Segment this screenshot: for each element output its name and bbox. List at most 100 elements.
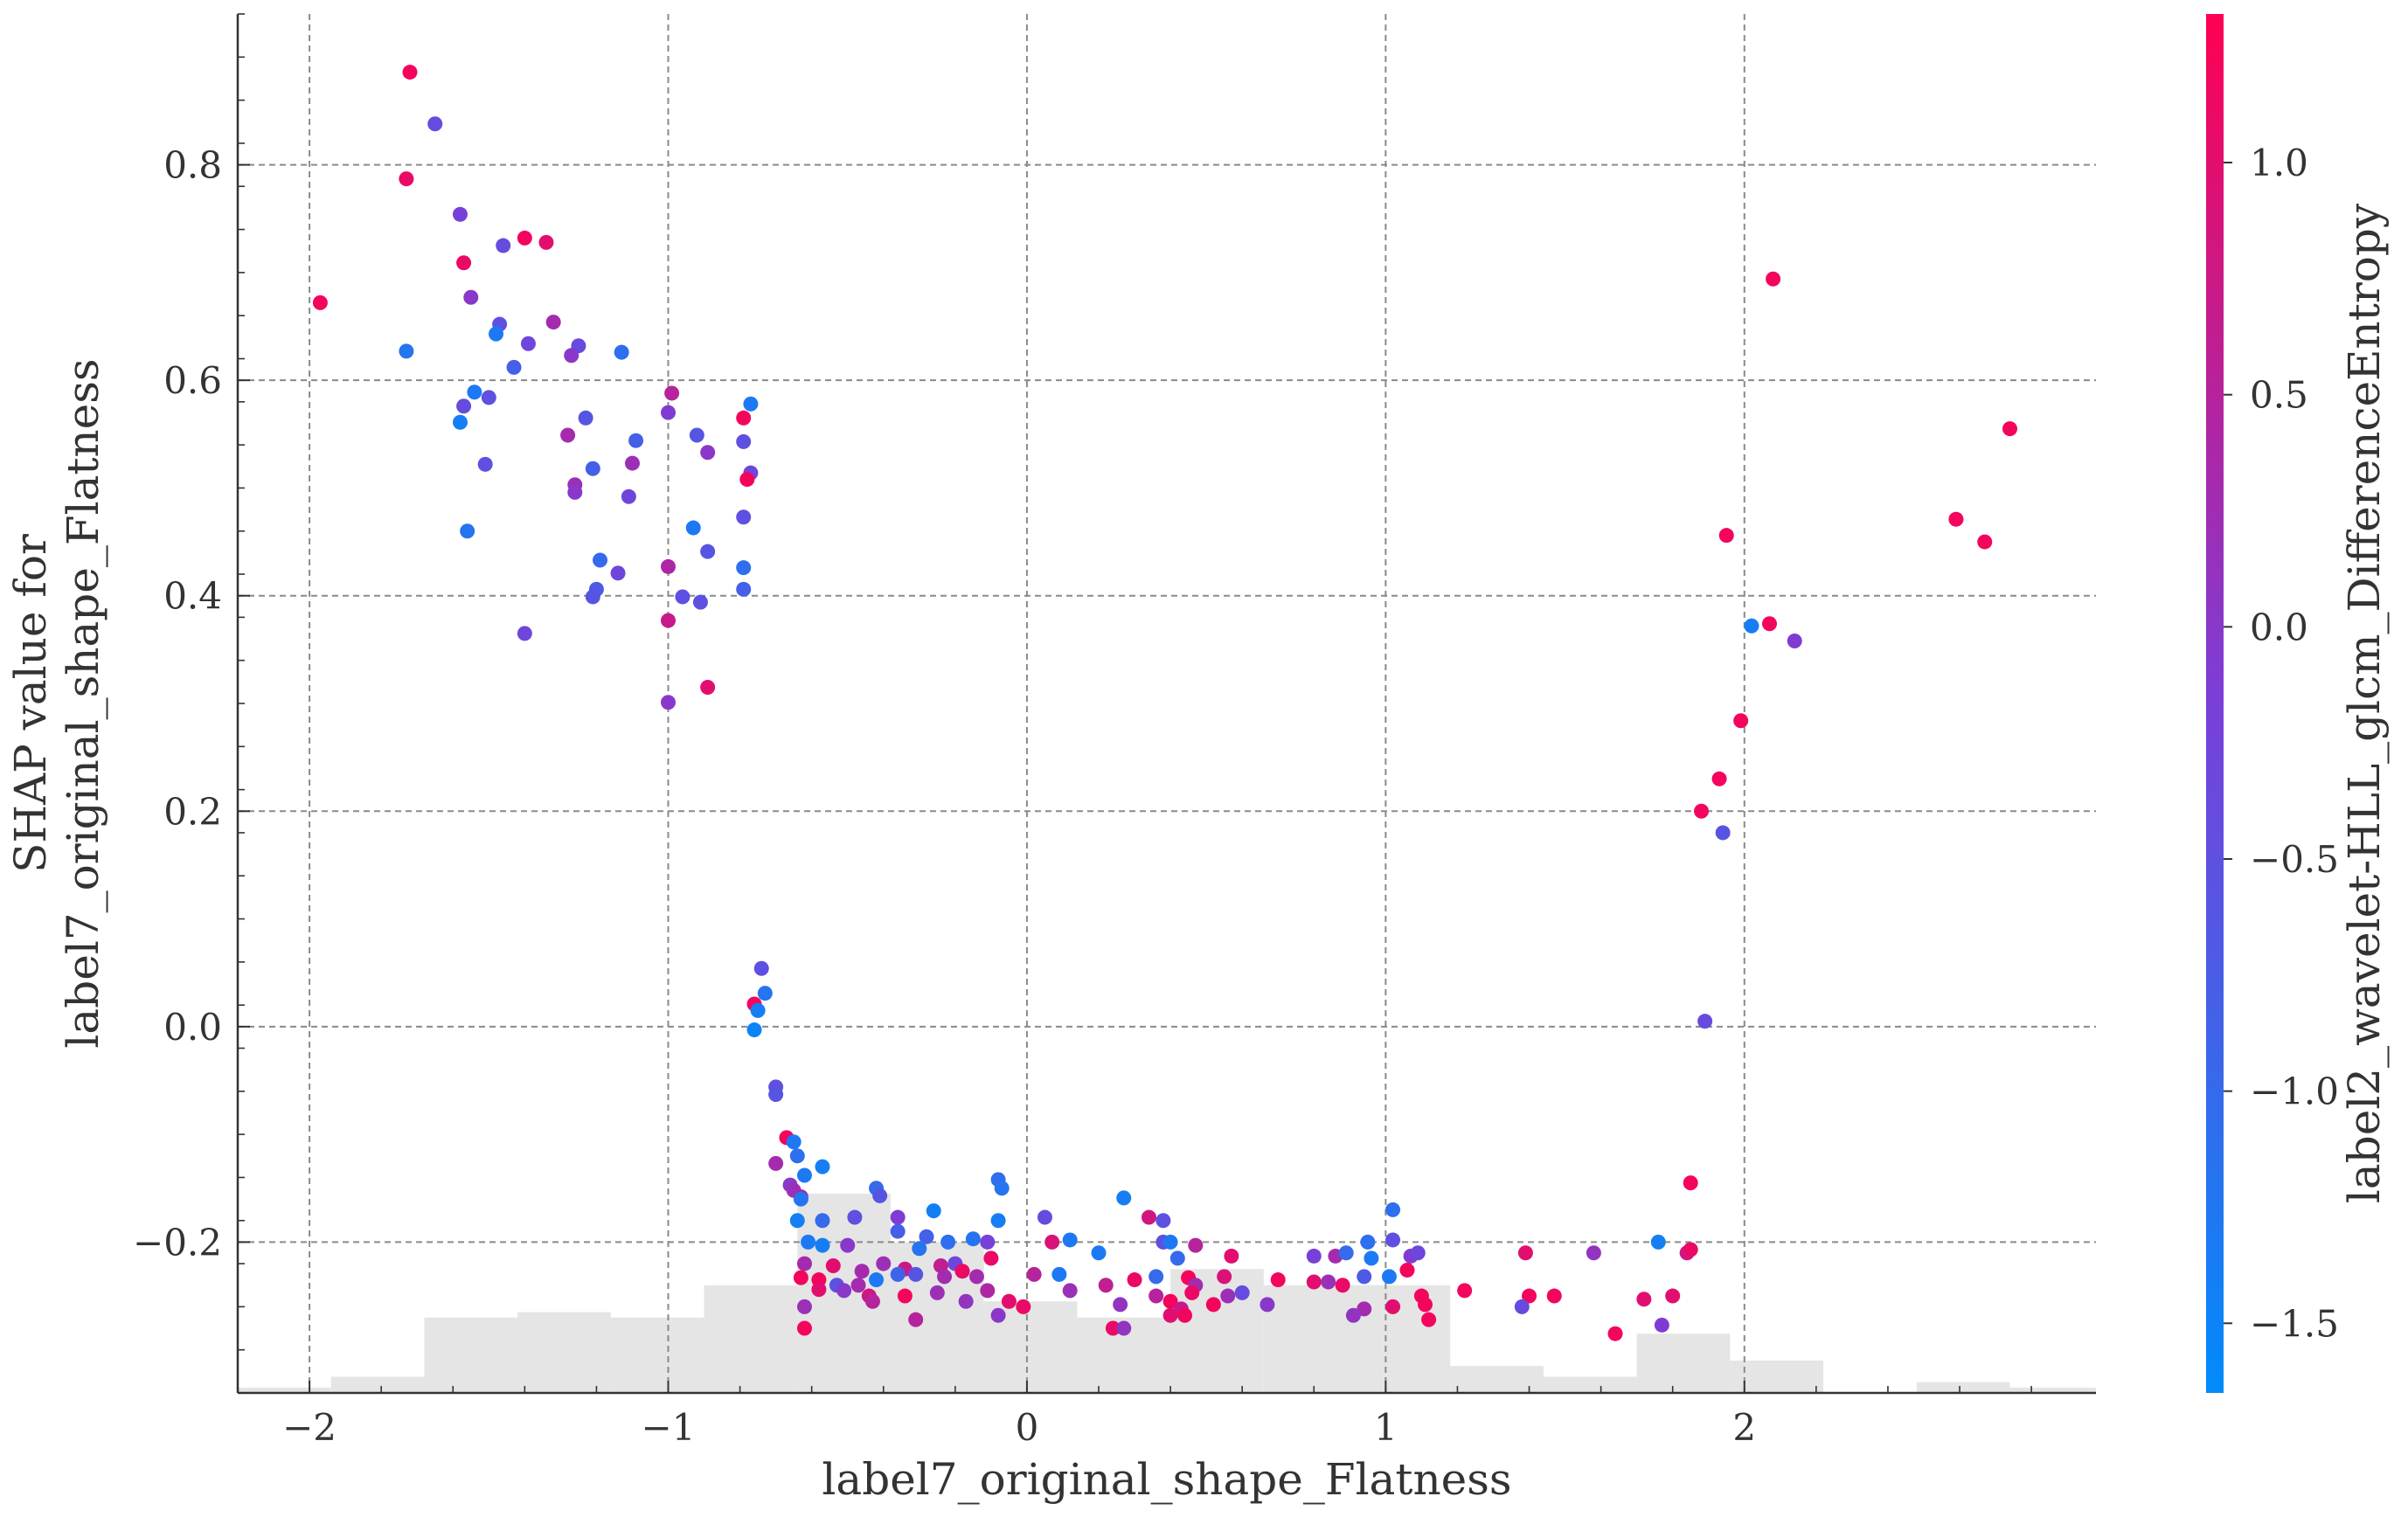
histogram-bar	[238, 1387, 331, 1393]
data-point	[1091, 1245, 1107, 1261]
data-point	[628, 433, 644, 448]
data-point	[489, 326, 504, 342]
histogram-bar	[1730, 1361, 1824, 1393]
data-point	[1127, 1272, 1142, 1288]
data-point	[700, 544, 716, 559]
data-point	[1116, 1190, 1132, 1206]
data-point	[768, 1155, 784, 1171]
data-point	[1148, 1288, 1164, 1304]
data-point	[940, 1234, 956, 1250]
histogram-bar	[1263, 1285, 1357, 1393]
data-point	[496, 238, 511, 253]
data-point	[958, 1293, 974, 1309]
data-point	[1141, 1209, 1156, 1225]
data-point	[1162, 1293, 1178, 1309]
histogram-bar	[610, 1317, 704, 1393]
data-point	[1188, 1237, 1204, 1253]
data-point	[980, 1234, 996, 1250]
data-point	[1260, 1297, 1275, 1313]
data-point	[768, 1087, 784, 1103]
data-point	[1715, 825, 1731, 841]
data-point	[1026, 1266, 1042, 1282]
histogram-bar	[2009, 1387, 2096, 1393]
x-tick-label: 1	[1374, 1406, 1398, 1449]
data-point	[789, 1148, 805, 1164]
data-point	[585, 461, 600, 476]
data-point	[1113, 1297, 1128, 1313]
data-point	[983, 1250, 999, 1266]
data-point	[750, 1002, 766, 1018]
data-point	[825, 1258, 841, 1274]
data-point	[908, 1266, 924, 1282]
data-point	[1016, 1299, 1031, 1314]
data-point	[847, 1209, 863, 1225]
data-point	[1948, 511, 1964, 527]
data-point	[736, 509, 752, 525]
data-point	[736, 410, 752, 426]
histogram-bar	[1357, 1285, 1451, 1393]
points-layer	[312, 65, 2017, 1341]
data-point	[1105, 1320, 1121, 1336]
colorbar-tick-label: 0.5	[2250, 374, 2308, 417]
x-axis-label: label7_original_shape_Flatness	[822, 1454, 1511, 1505]
data-point	[1357, 1269, 1372, 1285]
data-point	[1607, 1326, 1623, 1341]
data-point	[1385, 1299, 1401, 1314]
data-point	[1162, 1307, 1178, 1323]
data-point	[926, 1203, 941, 1219]
y-axis-label-line-1: SHAP value for	[5, 534, 56, 873]
data-point	[1654, 1317, 1669, 1333]
data-point	[624, 455, 640, 471]
colorbar-tick-label: 0.0	[2250, 606, 2308, 648]
data-point	[786, 1134, 802, 1150]
data-point	[1234, 1285, 1250, 1300]
data-point	[1418, 1297, 1433, 1313]
data-point	[1364, 1250, 1379, 1266]
y-tick-label: 0.4	[163, 575, 222, 618]
colorbar: −1.5 −1.0 −0.5 0.0 0.5 1.0	[2206, 14, 2339, 1393]
data-point	[460, 523, 475, 539]
data-point	[1711, 771, 1727, 786]
histogram-bar	[424, 1317, 518, 1393]
data-point	[796, 1299, 812, 1314]
data-point	[746, 1022, 762, 1038]
data-point	[850, 1278, 866, 1293]
data-point	[481, 390, 496, 405]
data-point	[1220, 1288, 1236, 1304]
data-point	[578, 410, 593, 426]
data-point	[1977, 534, 1993, 550]
data-point	[954, 1264, 970, 1279]
data-point	[545, 315, 561, 330]
data-point	[1421, 1312, 1437, 1327]
histogram-bar	[1450, 1366, 1544, 1393]
histogram-layer	[238, 1193, 2096, 1393]
data-point	[564, 348, 579, 364]
data-point	[560, 427, 576, 443]
histogram-bar	[1636, 1334, 1731, 1393]
data-point	[793, 1270, 808, 1285]
histogram-bar	[1543, 1376, 1637, 1393]
data-point	[506, 359, 522, 375]
data-point	[1360, 1234, 1376, 1250]
y-tick-label: 0.8	[163, 144, 222, 187]
data-point	[836, 1283, 852, 1299]
data-point	[1718, 528, 1734, 544]
data-point	[1385, 1232, 1401, 1248]
data-point	[757, 986, 773, 1001]
data-point	[477, 456, 493, 472]
data-point	[1546, 1288, 1562, 1304]
y-axis-label-line-2: label7_original_shape_Flatness	[58, 358, 108, 1048]
data-point	[2002, 421, 2017, 437]
data-point	[793, 1191, 808, 1207]
data-point	[1457, 1283, 1473, 1299]
data-point	[1399, 1262, 1415, 1278]
histogram-bar	[704, 1285, 798, 1393]
data-point	[1636, 1292, 1652, 1307]
data-point	[990, 1213, 1006, 1229]
data-point	[968, 1269, 984, 1285]
data-point	[593, 552, 608, 568]
histogram-bar	[1916, 1382, 2010, 1393]
data-point	[801, 1234, 816, 1250]
axes-layer: −2 −1 0 1 2 −0.2 0.0 0.2 0.4 0.6 0.8	[133, 13, 2096, 1449]
